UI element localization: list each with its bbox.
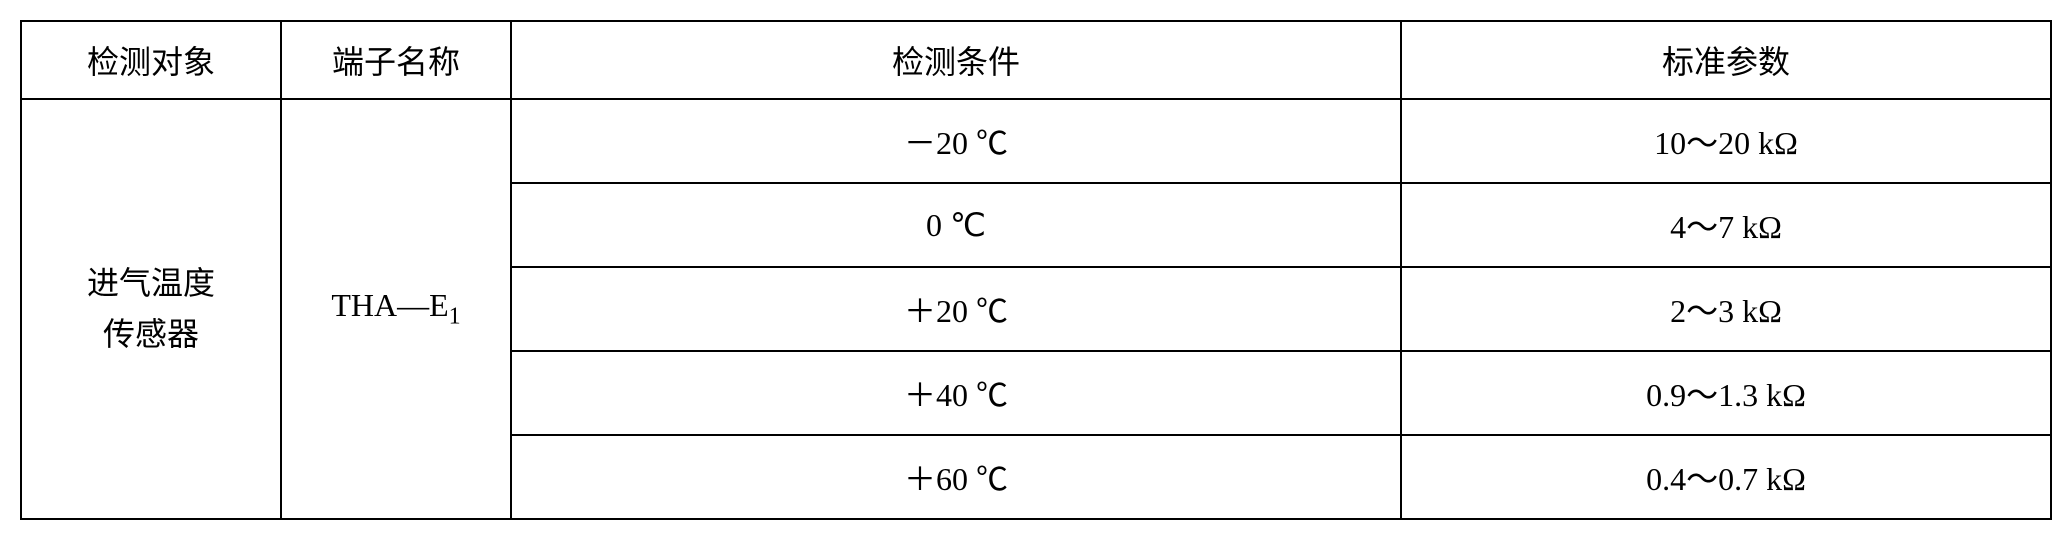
condition-cell: －20 ℃: [511, 99, 1401, 183]
terminal-cell: THA—E1: [281, 99, 511, 519]
subject-line1: 进气温度: [87, 265, 215, 301]
terminal-prefix: THA—E: [331, 287, 448, 323]
terminal-subscript: 1: [449, 304, 461, 330]
subject-line2: 传感器: [103, 316, 199, 352]
table-row: 进气温度 传感器 THA—E1 －20 ℃ 10～20 kΩ: [21, 99, 2051, 183]
param-cell: 10～20 kΩ: [1401, 99, 2051, 183]
condition-cell: 0 ℃: [511, 183, 1401, 267]
condition-cell: ＋40 ℃: [511, 351, 1401, 435]
header-param: 标准参数: [1401, 21, 2051, 99]
header-subject: 检测对象: [21, 21, 281, 99]
subject-cell: 进气温度 传感器: [21, 99, 281, 519]
condition-cell: ＋20 ℃: [511, 267, 1401, 351]
header-terminal: 端子名称: [281, 21, 511, 99]
param-cell: 0.9～1.3 kΩ: [1401, 351, 2051, 435]
param-cell: 2～3 kΩ: [1401, 267, 2051, 351]
header-row: 检测对象 端子名称 检测条件 标准参数: [21, 21, 2051, 99]
header-condition: 检测条件: [511, 21, 1401, 99]
param-cell: 0.4～0.7 kΩ: [1401, 435, 2051, 519]
spec-table: 检测对象 端子名称 检测条件 标准参数 进气温度 传感器 THA—E1 －20 …: [20, 20, 2052, 520]
condition-cell: ＋60 ℃: [511, 435, 1401, 519]
param-cell: 4～7 kΩ: [1401, 183, 2051, 267]
